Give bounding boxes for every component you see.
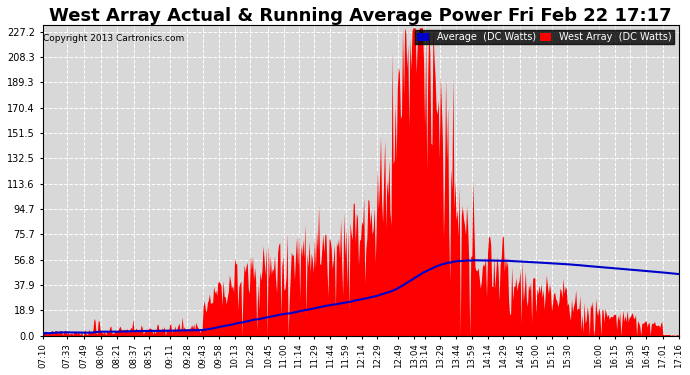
Title: West Array Actual & Running Average Power Fri Feb 22 17:17: West Array Actual & Running Average Powe…: [49, 7, 672, 25]
Legend: Average  (DC Watts), West Array  (DC Watts): Average (DC Watts), West Array (DC Watts…: [415, 30, 673, 44]
Text: Copyright 2013 Cartronics.com: Copyright 2013 Cartronics.com: [43, 34, 184, 44]
